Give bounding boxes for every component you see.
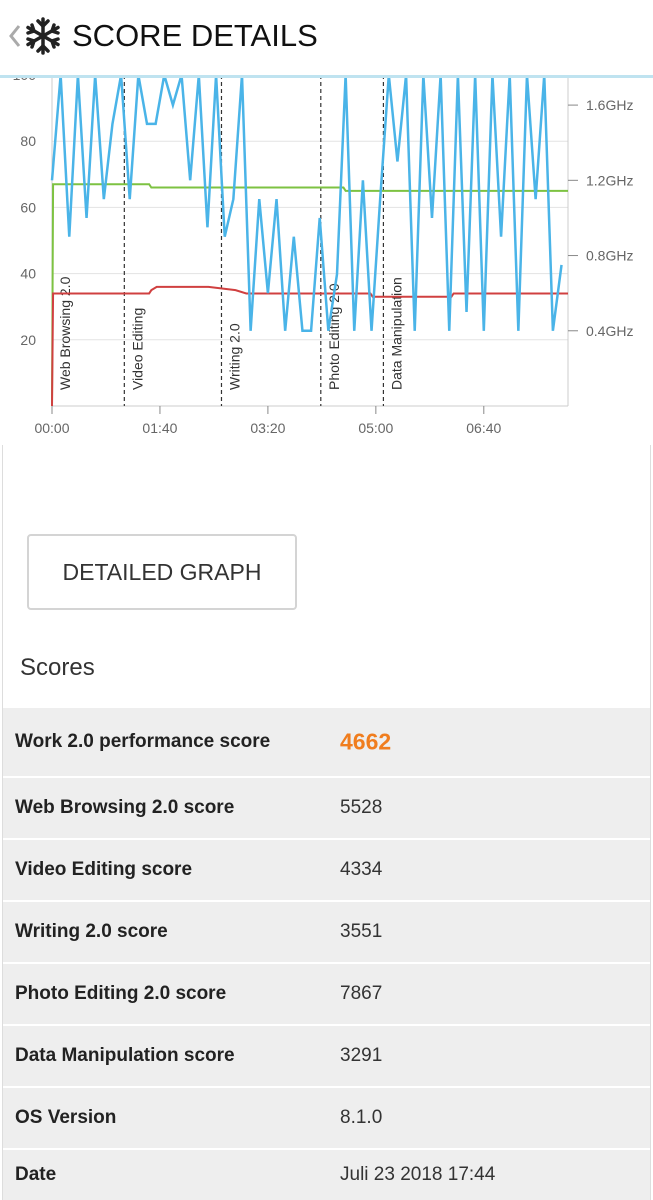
score-row: OS Version 8.1.0 <box>3 1088 650 1148</box>
score-value: 4334 <box>340 859 383 880</box>
section-label: Photo Editing 2.0 <box>326 283 342 390</box>
score-row: Work 2.0 performance score 4662 <box>3 708 650 776</box>
back-icon[interactable] <box>9 25 21 47</box>
snowflake-icon <box>26 17 60 55</box>
score-label: Date <box>15 1164 57 1185</box>
score-label: Photo Editing 2.0 score <box>15 983 227 1004</box>
score-value: 3551 <box>340 921 383 942</box>
y2-tick-label: 0.8GHz <box>586 248 633 264</box>
score-label: Web Browsing 2.0 score <box>15 797 235 818</box>
detailed-graph-button[interactable]: DETAILED GRAPH <box>27 534 297 610</box>
y-tick-label: 40 <box>20 266 36 282</box>
score-label: Video Editing score <box>15 859 193 880</box>
y2-tick-label: 0.4GHz <box>586 323 633 339</box>
score-row: Photo Editing 2.0 score 7867 <box>3 964 650 1024</box>
section-label: Data Manipulation <box>388 277 404 390</box>
section-label: Writing 2.0 <box>226 323 242 390</box>
y-tick-label: 60 <box>20 199 36 215</box>
series-line <box>50 74 563 333</box>
score-value: 3291 <box>340 1045 383 1066</box>
x-tick-label: 05:00 <box>358 420 393 436</box>
score-value: 4662 <box>340 728 392 755</box>
score-value: Juli 23 2018 17:44 <box>340 1164 496 1185</box>
score-value: 5528 <box>340 797 383 818</box>
score-value: 8.1.0 <box>340 1107 383 1128</box>
score-row: Date Juli 23 2018 17:44 <box>3 1150 650 1200</box>
x-tick-label: 03:20 <box>250 420 285 436</box>
header-icons <box>9 17 60 55</box>
score-row: Web Browsing 2.0 score 5528 <box>3 778 650 838</box>
y-tick-label: 20 <box>20 332 36 348</box>
header: SCORE DETAILS <box>0 0 653 78</box>
scores-title: Scores <box>20 654 95 681</box>
score-row: Writing 2.0 score 3551 <box>3 902 650 962</box>
section-label: Web Browsing 2.0 <box>57 276 73 390</box>
x-tick-label: 00:00 <box>34 420 69 436</box>
score-label: Work 2.0 performance score <box>15 731 271 752</box>
y-tick-label: 80 <box>20 133 36 149</box>
section-label: Video Editing <box>129 308 145 390</box>
score-value: 7867 <box>340 983 383 1004</box>
score-label: OS Version <box>15 1107 117 1128</box>
x-tick-label: 01:40 <box>142 420 177 436</box>
score-row: Video Editing score 4334 <box>3 840 650 900</box>
header-title: SCORE DETAILS <box>72 18 318 53</box>
score-label: Data Manipulation score <box>15 1045 235 1066</box>
series-line <box>51 183 568 407</box>
card <box>2 445 651 1200</box>
x-tick-label: 06:40 <box>466 420 501 436</box>
score-label: Writing 2.0 score <box>15 921 168 942</box>
score-row: Data Manipulation score 3291 <box>3 1026 650 1086</box>
y2-tick-label: 1.6GHz <box>586 97 633 113</box>
y2-tick-label: 1.2GHz <box>586 172 633 188</box>
